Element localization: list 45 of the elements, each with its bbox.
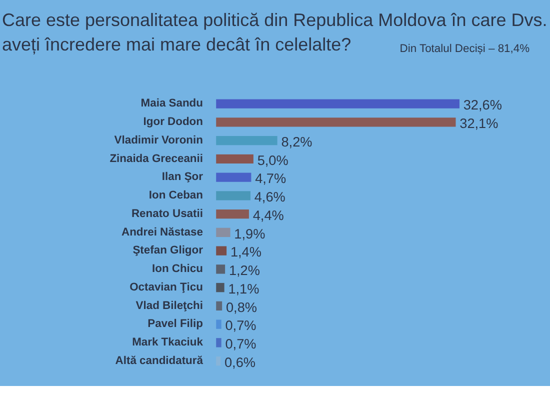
y-tick-label: Vlad Bileţchi — [136, 300, 203, 312]
bar — [216, 99, 460, 108]
chart-subtitle: Din Totalul Deciși – 81,4% — [400, 42, 530, 55]
y-tick-label: Ilan Şor — [162, 171, 204, 184]
bar — [216, 191, 250, 200]
y-tick-label: Ion Ceban — [148, 190, 204, 202]
data-label: 1,4% — [230, 244, 262, 260]
data-label: 32,6% — [463, 98, 502, 113]
data-label: 32,1% — [460, 116, 498, 132]
bar — [216, 338, 222, 348]
y-tick-label: Vladimir Voronin — [114, 134, 204, 146]
bar — [216, 136, 278, 146]
data-label: 4,7% — [255, 171, 286, 186]
data-label: 0,8% — [226, 300, 258, 315]
data-label: 0,7% — [225, 336, 256, 352]
data-label: 4,6% — [254, 190, 286, 205]
data-label: 5,0% — [257, 152, 288, 168]
data-label: 1,1% — [228, 281, 260, 296]
bar — [216, 172, 252, 182]
y-tick-label: Octavian Ţicu — [130, 281, 204, 294]
bar — [216, 209, 249, 219]
bar — [216, 246, 227, 256]
y-tick-label: Maia Sandu — [140, 98, 204, 110]
y-tick-label: Igor Dodon — [143, 116, 204, 128]
y-tick-label: Andrei Năstase — [121, 226, 203, 238]
y-tick-label: Mark Tkaciuk — [132, 336, 204, 349]
y-tick-label: Pavel Filip — [148, 318, 204, 330]
bar — [216, 301, 222, 311]
y-tick-label: Ştefan Gligor — [132, 244, 204, 257]
data-label: 4,4% — [252, 208, 284, 223]
bar — [216, 154, 254, 164]
bar — [216, 282, 224, 292]
y-tick-label: Ion Chicu — [152, 263, 204, 276]
y-tick-label: Zinaida Greceanii — [110, 152, 203, 165]
data-label: 0,7% — [225, 318, 256, 334]
bar — [216, 320, 222, 329]
data-label: 0,6% — [224, 354, 256, 370]
data-label: 1,2% — [228, 263, 260, 278]
bar — [216, 118, 456, 127]
data-label: 8,2% — [281, 134, 312, 150]
bar — [216, 228, 230, 238]
y-tick-label: Renato Usatii — [131, 208, 203, 220]
bar — [216, 264, 226, 274]
y-tick-label: Altă candidatură — [115, 354, 204, 367]
data-label: 1,9% — [234, 226, 266, 242]
